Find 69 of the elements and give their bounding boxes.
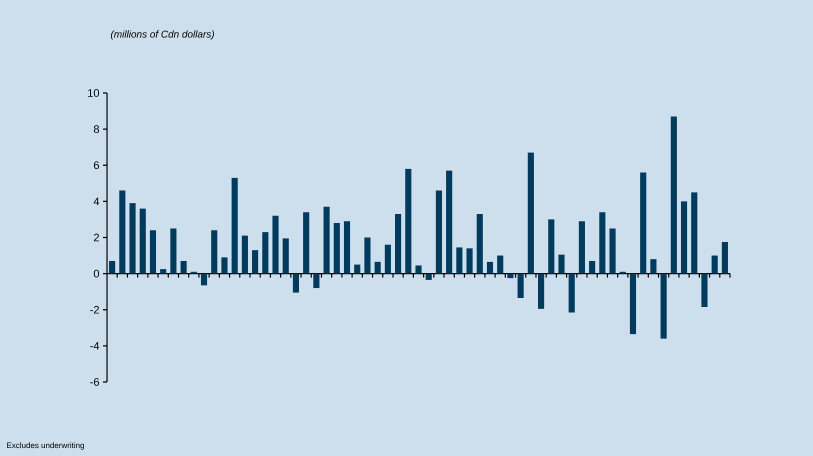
y-axis-title: (millions of Cdn dollars) — [110, 30, 214, 40]
bar — [160, 269, 166, 274]
bar — [242, 236, 248, 274]
bar — [630, 274, 636, 334]
bar — [650, 259, 656, 274]
bar — [599, 212, 606, 274]
bar — [364, 237, 371, 274]
bar — [426, 274, 432, 280]
bar — [415, 265, 422, 274]
bar — [150, 230, 156, 274]
bar — [466, 248, 473, 274]
bar — [303, 212, 310, 274]
bar — [660, 274, 667, 339]
bar — [292, 274, 300, 293]
bar — [558, 254, 565, 274]
bar — [374, 262, 381, 274]
y-tick-label: -6 — [90, 378, 100, 386]
y-tick-label: 0 — [94, 270, 100, 278]
bar — [262, 232, 268, 274]
bar — [119, 190, 126, 274]
bar — [272, 216, 279, 274]
bar — [722, 242, 728, 274]
bar — [334, 223, 340, 274]
bar — [691, 192, 698, 274]
bar — [680, 201, 688, 274]
bar — [384, 244, 391, 274]
bar — [232, 178, 238, 274]
bar — [282, 238, 289, 274]
bar — [109, 260, 116, 274]
y-tick-label: 6 — [94, 161, 100, 170]
bar — [211, 230, 218, 274]
bar — [578, 221, 585, 274]
bar — [609, 228, 616, 274]
bar — [497, 256, 504, 274]
y-tick-label: 8 — [94, 125, 100, 133]
bar — [170, 228, 176, 274]
bar — [140, 208, 146, 274]
bar — [507, 274, 514, 278]
bar — [324, 206, 330, 274]
y-tick-label: 4 — [94, 198, 100, 206]
bar — [476, 214, 483, 274]
bar — [538, 274, 544, 309]
bar — [252, 250, 258, 274]
bar — [313, 274, 320, 288]
y-tick-label: -4 — [90, 342, 100, 350]
bar — [701, 274, 708, 308]
y-tick-label: -2 — [90, 306, 99, 314]
y-tick-label: 10 — [88, 89, 100, 97]
bar — [548, 219, 554, 274]
bar — [221, 257, 228, 274]
bar — [446, 170, 452, 274]
bar — [405, 168, 412, 274]
bar — [436, 190, 442, 274]
bar — [518, 274, 524, 298]
bar — [486, 262, 494, 274]
bar — [528, 152, 534, 274]
bar — [640, 172, 646, 274]
bar — [129, 203, 136, 274]
bar — [670, 116, 677, 274]
bar — [354, 264, 360, 274]
bar — [456, 247, 462, 274]
bar — [180, 260, 187, 274]
bar — [568, 274, 575, 312]
bar — [395, 214, 402, 274]
bar — [344, 221, 350, 274]
bar — [589, 260, 596, 274]
bar — [200, 274, 208, 286]
y-tick-label: 2 — [94, 234, 99, 242]
bar — [712, 256, 718, 274]
